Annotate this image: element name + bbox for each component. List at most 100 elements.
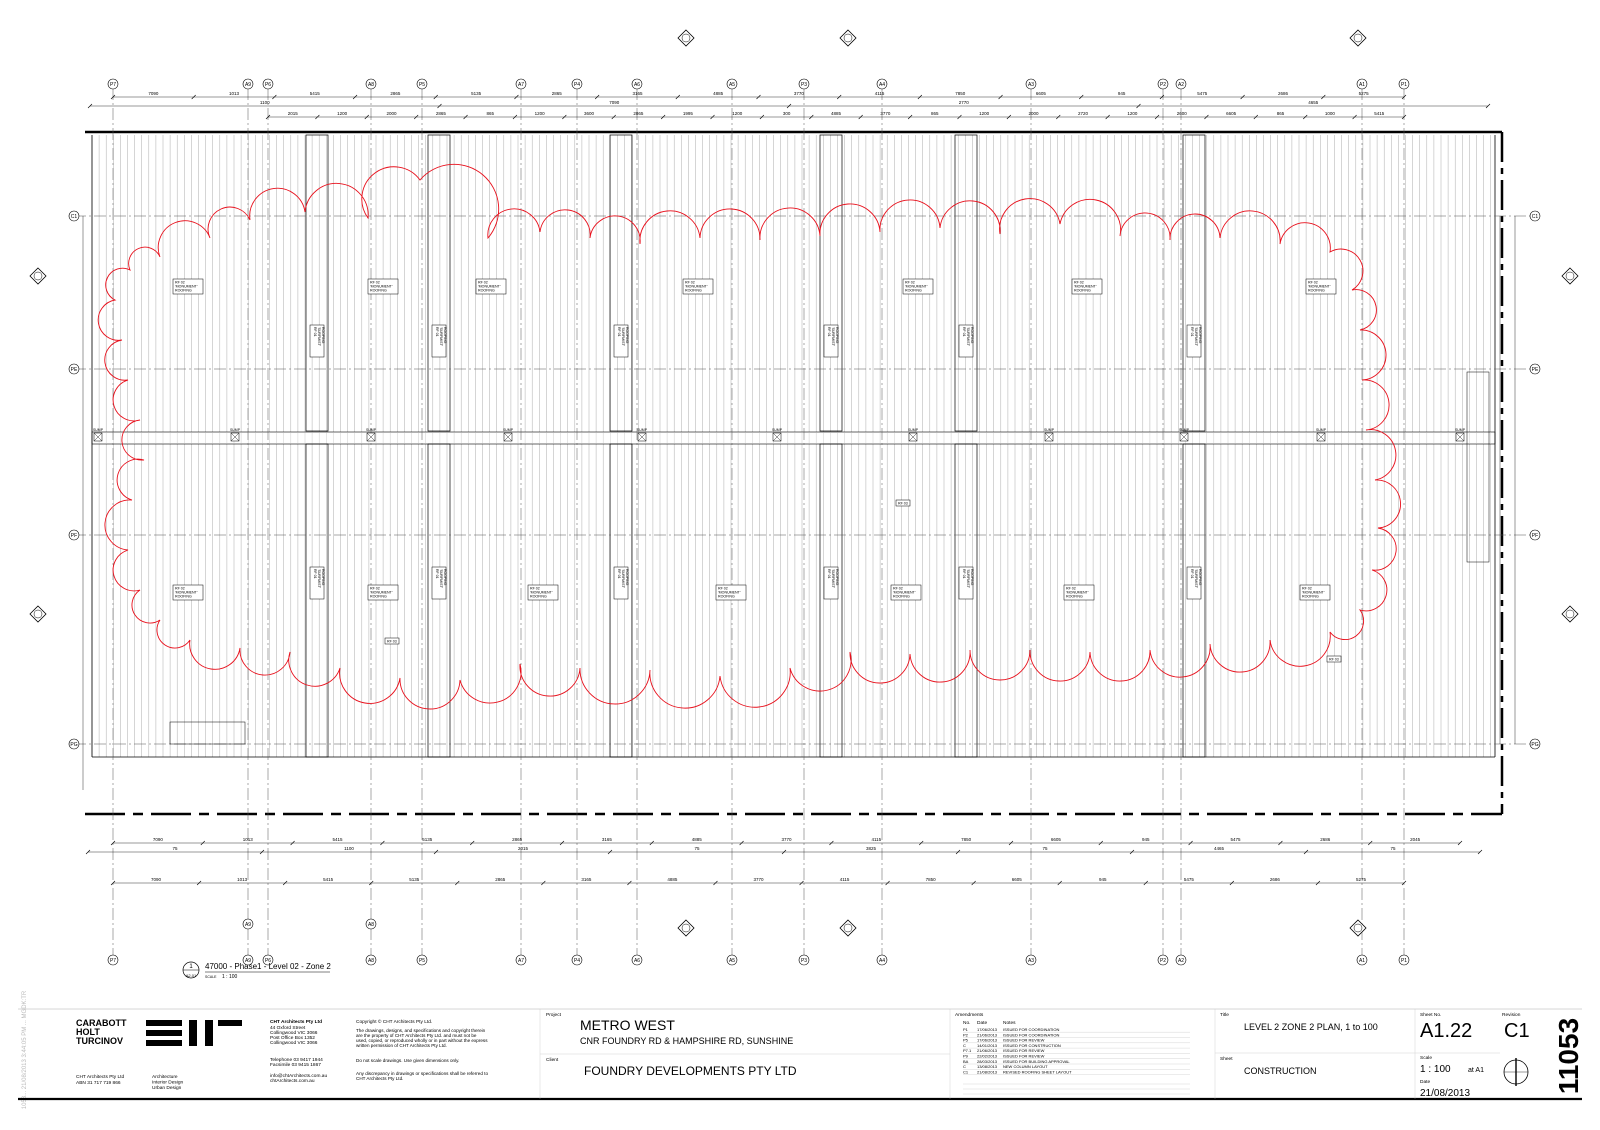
skylight-strip [609,443,633,758]
grid-bubble-left-PF-circle [68,529,80,541]
skylight-tag-text: RF 01 [1190,327,1194,337]
drawing-date: 21/08/2013 [1420,1088,1470,1099]
dim-bottom-1-value: 5415 [332,837,343,842]
roof-tag-top: RF 02'MONUMENT'ROOFING [172,278,204,295]
grid-bubble-bottom-A3: A3 [1028,958,1034,964]
grid-bubble-top-P7-circle [107,78,119,90]
skylight-tag-text: ROOFING [321,327,325,344]
roof-tag-bottom-text: 'MONUMENT' [175,591,198,595]
grid-bubble-right-PG: PG [1531,742,1538,748]
dim-top-1-value: 4885 [713,91,724,96]
sump-label: SUMP [230,428,241,432]
dim-top-3-value: 2000 [386,111,397,116]
service-item: Architecture [152,1074,178,1080]
sheet-number: A1.22 [1420,1020,1472,1042]
grid-bubble-top-P7: P7 [110,82,116,88]
discrepancy-line: Any discrepancy in drawings or specifica… [356,1071,488,1076]
amend-header-notes: Notes [1003,1020,1016,1026]
amend-notes: ISSUED FOR REVIEW [1003,1038,1045,1043]
roof-tag-bottom-text: ROOFING [718,595,735,599]
dim-bottom-3-tick [541,880,546,886]
floor-plan: P7 A9 P6 A8 P5 A7 P4 A6 A5 P3 A4 A3 P2 A2 A1 P1 P7 A9 P6 A8… [22,29,1579,1109]
grid-bubble-bottom-A4: A4 [879,958,885,964]
skylight-strip [1182,443,1206,758]
amend-header-no: No. [963,1020,970,1026]
section-marker-circle [843,923,853,933]
amend-no: P1 [963,1027,969,1032]
dim-top-3-tick [1401,114,1407,120]
box-gutter [91,431,1496,445]
roof-tag-top-box [367,278,399,295]
skylight-tag: RF 01 'SURFMIST' ROOFING [613,324,629,358]
address-line: Collingwood VIC 3066 [270,1040,318,1046]
sump-label: SUMP [1455,428,1466,432]
roof-tag-bottom-text: RF 02 [1066,587,1076,591]
dim-bottom-1-tick [1008,840,1014,846]
service-item: Interior Design [152,1080,184,1086]
skylight-tag-text: RF 01 [313,327,317,337]
roof-tag-bottom: RF 02'MONUMENT'ROOFING [172,584,204,601]
amend-no: P2 [963,1032,969,1037]
dim-bottom-1-tick [739,840,744,846]
grid-bubble-top-A4-circle [876,78,888,90]
roof-tag-bottom-text: 'MONUMENT' [370,591,393,595]
amend-notes: ISSUED FOR COORDINATION [1003,1032,1059,1037]
dim-bottom-1-tick [110,840,116,846]
amend-no: C [963,1043,966,1048]
email: info@chtArchitects.com.au [270,1073,327,1079]
dim-top-3-value: 1995 [683,111,694,116]
roof-tag-top: RF 02'MONUMENT'ROOFING [682,278,714,295]
roof-tag-bottom-box [1063,584,1095,601]
dim-bottom-2-value: 3825 [866,846,877,851]
dim-top-3-tick [315,114,320,120]
skylight-tag-text: ROOFING [625,327,629,344]
sump-label: SUMP [503,428,514,432]
copyright-line: are the property of CHT Architects Pty L… [356,1033,477,1038]
dim-top-3-value: 2015 [288,111,299,116]
no-scale-note: Do not scale drawings. Use given dimensi… [356,1058,459,1063]
company-name: CHT Architects Pty Ltd [270,1019,322,1025]
roof-tag-bottom-text: RF 02 [1302,587,1312,591]
skylight-tag: RF 01 'SURFMIST' ROOFING [958,566,974,600]
dim-top-1-tick [836,94,842,100]
grid-bubble-top-P6: P6 [265,82,271,88]
dim-top-2-tick [437,103,442,109]
roof-tag-top-text: ROOFING [370,289,387,293]
skylight-tag-box [1186,566,1202,600]
roof-tag-top-text: 'MONUMENT' [905,285,928,289]
skylight-tag: RF 01 'SURFMIST' ROOFING [431,324,447,358]
grid-bubble-bottom-P5: P5 [419,958,425,964]
skylight-tag-text: RF 01 [827,327,831,337]
copyright-line: used, copied, or reproduced wholly or in… [356,1038,488,1043]
dim-bottom-3-tick [1057,880,1062,886]
grid-bubble-left-PE: PE [71,367,78,373]
skylight-tag-box [309,566,325,600]
grid-bubble-bottom-A2-circle [1175,954,1187,966]
section-marker-circle [843,33,853,43]
grid-bubble-bottom-P4: P4 [574,958,580,964]
roof-tag-bottom-text: 'MONUMENT' [1066,591,1089,595]
amend-no: C1 [963,1069,969,1074]
service-item: Urban Design [152,1085,182,1091]
roof-tag-top: RF 02'MONUMENT'ROOFING [475,278,507,295]
amend-date: 17/06/2013 [977,1038,998,1043]
dim-top-3-tick [1006,114,1012,120]
roof-tag-top-text: ROOFING [1074,289,1091,293]
grid-bubble-top-A2: A2 [1178,82,1184,88]
grid-bubble-bottom-P1: P1 [1401,958,1407,964]
dim-top-2-value: 4655 [1308,100,1319,105]
skylight-tag: RF 01 'SURFMIST' ROOFING [613,566,629,600]
dim-bottom-3-value: 5275 [1356,877,1367,882]
dim-bottom-3-tick [196,880,202,886]
dim-top-2-tick [1136,103,1141,109]
skylight-tag-text: ROOFING [443,569,447,586]
dim-top-3-value: 300 [783,111,791,116]
dim-top-3-value: 865 [487,111,495,116]
rf03-tag: RF 03 [898,502,908,506]
skylight-tag-box [613,324,629,358]
sump-x [908,432,918,442]
dim-bottom-1-value: 7850 [961,837,972,842]
dim-top-3-tick [1303,114,1308,120]
dim-top-1-tick [1079,94,1084,100]
grid-bubble-right-PF-circle [1529,529,1541,541]
